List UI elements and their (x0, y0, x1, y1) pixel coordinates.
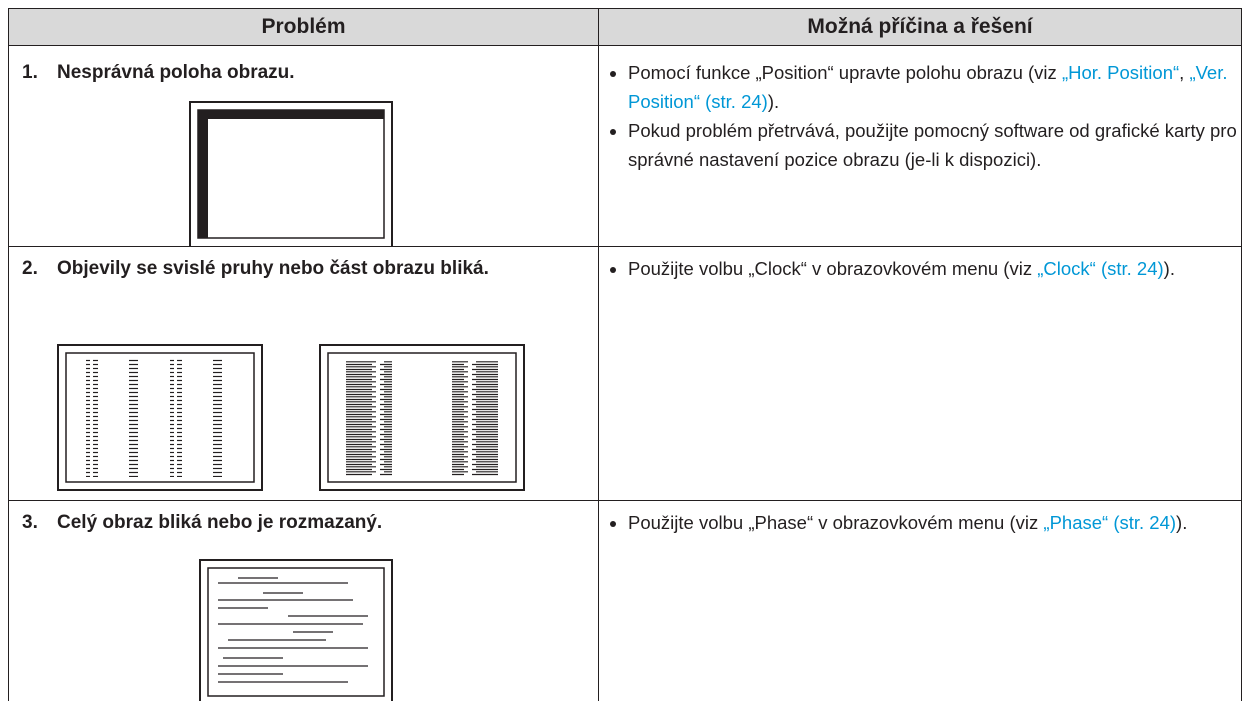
header-cell: Problém (8, 8, 599, 46)
monitor-illustration (57, 344, 525, 491)
problem-text: Objevily se svislé pruhy nebo část obraz… (57, 258, 489, 279)
solution-item: Pokud problém přetrvává, použijte pomocn… (628, 116, 1250, 174)
text: Pokud problém přetrvává, použijte pomocn… (628, 120, 1237, 170)
link: „Ver. Position“ (str. 24) (628, 62, 1228, 112)
link: „Phase“ (str. 24) (1043, 512, 1177, 533)
problem: 1. Nesprávná poloha obrazu. (22, 58, 582, 88)
monitor-illustration (199, 559, 393, 701)
problem-text: Celý obraz bliká nebo je rozmazaný. (57, 512, 383, 533)
text: Použijte volbu „Phase“ v obrazovkovém me… (628, 512, 1044, 533)
solution-item: Použijte volbu „Clock“ v obrazovkovém me… (628, 254, 1250, 283)
border (1241, 8, 1242, 701)
row-number: 2. (22, 258, 38, 279)
text: ). (767, 91, 780, 112)
text: ). (1163, 258, 1175, 279)
border (8, 8, 9, 701)
text: Použijte volbu „Clock“ v obrazovkovém me… (628, 258, 1038, 279)
problem-text: Nesprávná poloha obrazu. (57, 62, 295, 83)
solution-list: Použijte volbu „Clock“ v obrazovkovém me… (610, 254, 1250, 283)
link: „Hor. Position“ (1061, 62, 1180, 83)
link: „Clock“ (str. 24) (1037, 258, 1164, 279)
border (598, 8, 599, 701)
row-number: 1. (22, 62, 38, 83)
solution-list: Pomocí funkce „Position“ upravte polohu … (610, 58, 1250, 174)
header-cell: Možná příčina a řešení (598, 8, 1242, 46)
border (8, 500, 1242, 501)
solution-item: Pomocí funkce „Position“ upravte polohu … (628, 58, 1250, 116)
border (8, 246, 1242, 247)
problem: 2. Objevily se svislé pruhy nebo část obr… (22, 254, 582, 284)
monitor-illustration (189, 101, 393, 247)
solution-list: Použijte volbu „Phase“ v obrazovkovém me… (610, 508, 1250, 537)
text: , (1179, 62, 1190, 83)
text: Pomocí funkce „Position“ upravte polohu … (628, 62, 1062, 83)
problem: 3. Celý obraz bliká nebo je rozmazaný. (22, 508, 582, 538)
solution-item: Použijte volbu „Phase“ v obrazovkovém me… (628, 508, 1250, 537)
row-number: 3. (22, 512, 38, 533)
text: ). (1176, 512, 1188, 533)
